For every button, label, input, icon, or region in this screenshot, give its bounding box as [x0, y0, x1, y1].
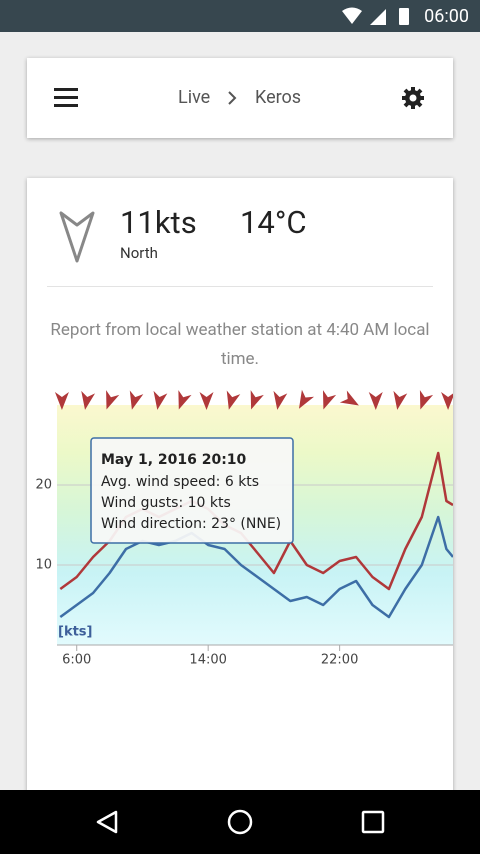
toolbar: Live Keros: [27, 58, 453, 138]
tooltip-title: May 1, 2016 20:10: [101, 452, 247, 468]
tooltip: May 1, 2016 20:10 Avg. wind speed: 6 kts W…: [90, 437, 294, 544]
x-tick-label: 22:00: [321, 653, 358, 668]
temperature: 14°C: [240, 204, 307, 241]
direction-icon: [59, 211, 95, 263]
direction-arrow: [54, 392, 69, 410]
navigation-bar: [0, 790, 480, 854]
direction-arrow: [250, 390, 264, 410]
direction-arrow: [178, 390, 192, 410]
divider: [47, 286, 433, 287]
direction-arrow: [81, 390, 96, 410]
status-bar: 06:00: [0, 0, 480, 32]
wind-speed: 11kts: [120, 204, 197, 241]
direction-arrow: [226, 390, 241, 410]
tooltip-box: [90, 437, 294, 544]
direction-arrow: [153, 390, 168, 410]
clock: 06:00: [424, 6, 469, 27]
direction-arrow: [419, 390, 434, 410]
direction-arrow: [322, 390, 337, 410]
y-tick-label: 10: [35, 558, 52, 573]
settings-button[interactable]: [401, 86, 425, 110]
back-button[interactable]: [96, 810, 118, 834]
wind-chart: 10 20 6:00 14:00 22:00 [kts] May 1, 2016 20:10…: [35, 389, 453, 668]
y-axis-label: [kts]: [58, 625, 92, 640]
direction-arrow: [106, 390, 120, 410]
tooltip-line: Wind gusts: 10 kts: [101, 495, 231, 511]
tooltip-line: Avg. wind speed: 6 kts: [101, 474, 259, 490]
breadcrumb-item[interactable]: Live: [178, 87, 211, 108]
station-card: 11kts 14°C North Report from local weath…: [27, 178, 453, 818]
direction-arrow: [441, 392, 453, 410]
nav-buttons: [96, 809, 385, 835]
direction-arrow: [129, 390, 144, 410]
y-tick-label: 20: [35, 478, 52, 493]
menu-button[interactable]: [54, 88, 78, 108]
direction-arrow: [199, 392, 214, 410]
breadcrumb-item[interactable]: Keros: [255, 87, 302, 108]
report-text: Report from local weather station at 4:4…: [50, 320, 430, 369]
recents-button[interactable]: [361, 810, 385, 834]
series-line: [59, 515, 453, 619]
status-icons: [342, 7, 409, 25]
chevron: [228, 91, 237, 105]
x-tick-label: 6:00: [62, 653, 91, 668]
tooltip-line: Wind direction: 23° (NNE): [101, 516, 281, 532]
home-button[interactable]: [227, 809, 253, 835]
direction-arrow: [339, 390, 359, 406]
direction-arrow: [393, 390, 408, 410]
wind-direction: North: [120, 244, 158, 262]
direction-arrow: [368, 392, 383, 410]
direction-arrow: [298, 389, 315, 409]
x-tick-label: 14:00: [189, 653, 226, 668]
direction-arrow: [273, 390, 288, 410]
